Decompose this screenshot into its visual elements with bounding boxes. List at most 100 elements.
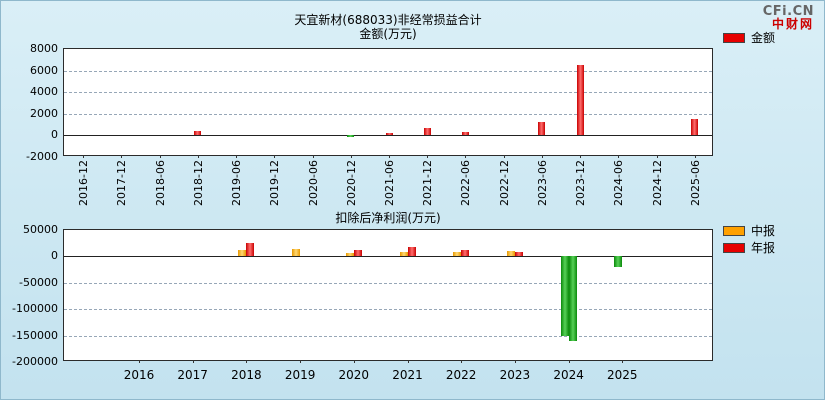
annual-legend-swatch bbox=[723, 242, 745, 253]
x-tick-mark bbox=[514, 360, 516, 363]
x-tick-label: 2022-12 bbox=[497, 160, 511, 206]
gridline bbox=[64, 282, 712, 284]
x-tick-label: 2024-12 bbox=[650, 160, 664, 206]
x-tick-mark bbox=[389, 155, 390, 158]
y-tick-label: 4000 bbox=[30, 85, 58, 99]
x-tick-mark bbox=[461, 360, 463, 363]
cfi-logo: CFi.CN 中财网 bbox=[763, 5, 814, 31]
x-tick-label: 2021-12 bbox=[421, 160, 435, 206]
gridline bbox=[64, 113, 712, 115]
bottom-chart-title: 扣除后净利润(万元) bbox=[335, 211, 441, 225]
bar-年报-2024 bbox=[568, 256, 577, 341]
bar-年报-2018 bbox=[246, 243, 255, 257]
top-chart-legend: 金额 bbox=[723, 29, 775, 46]
x-tick-label: 2025-06 bbox=[688, 160, 702, 206]
x-tick-label: 2021 bbox=[392, 368, 423, 382]
nonrecurring-gains-plot-area: -2000 0 2000 4000 6000 8000 2016-12 2017-12 2018… bbox=[26, 42, 713, 206]
legend-item-interim: 中报 bbox=[723, 222, 775, 239]
annual-legend-label: 年报 bbox=[751, 241, 776, 255]
x-tick-label: 2020-06 bbox=[306, 160, 320, 206]
amount-legend-label: 金额 bbox=[751, 31, 776, 45]
bar-金额-2023-06 bbox=[538, 122, 546, 136]
bar-中报-2023 bbox=[506, 251, 515, 257]
x-tick-label: 2024 bbox=[553, 368, 584, 382]
bar-中报-2019 bbox=[292, 248, 301, 257]
x-tick-mark bbox=[407, 360, 409, 363]
y-tick-label: -150000 bbox=[12, 328, 58, 342]
x-tick-mark bbox=[236, 155, 238, 158]
x-tick-label: 2023 bbox=[499, 368, 531, 382]
bar-中报-2018 bbox=[238, 249, 247, 257]
x-tick-label: 2017-12 bbox=[115, 160, 129, 206]
x-tick-label: 2021-06 bbox=[383, 160, 396, 206]
x-tick-label: 2018 bbox=[231, 368, 262, 382]
bar-中报-2025 bbox=[614, 256, 623, 267]
gridline bbox=[64, 92, 712, 94]
y-tick-label: 6000 bbox=[30, 63, 58, 77]
legend-item-amount: 金额 bbox=[723, 29, 775, 46]
x-tick-mark bbox=[694, 155, 696, 158]
x-tick-mark bbox=[568, 360, 570, 363]
net-profit-plot-area: -200000 -150000 -100000 -50000 0 50000 2016 201… bbox=[12, 223, 713, 382]
cfi-logo-text: CFi.CN bbox=[762, 4, 814, 19]
y-tick-label: -50000 bbox=[19, 275, 58, 289]
top-chart-title: 天宜新材(688033)非经常损益合计 bbox=[294, 13, 482, 27]
x-tick-label: 2016 bbox=[123, 368, 155, 382]
x-tick-label: 2019-06 bbox=[230, 160, 244, 206]
x-tick-mark bbox=[246, 360, 248, 363]
x-tick-mark bbox=[83, 155, 85, 158]
bar-金额-2022-06 bbox=[462, 132, 469, 136]
y-tick-label: 0 bbox=[51, 128, 58, 142]
x-tick-mark bbox=[274, 155, 276, 158]
x-tick-mark bbox=[465, 155, 467, 158]
x-tick-label: 2019-12 bbox=[268, 160, 282, 206]
x-tick-mark bbox=[350, 155, 352, 158]
x-tick-mark bbox=[618, 155, 620, 158]
y-tick-label: -200000 bbox=[12, 355, 58, 368]
bar-金额-2025-06 bbox=[691, 119, 699, 136]
y-tick-label: 8000 bbox=[30, 42, 58, 55]
x-tick-label: 2016-12 bbox=[77, 160, 91, 206]
bar-年报-2022 bbox=[461, 249, 470, 257]
x-tick-label: 2025 bbox=[607, 368, 638, 382]
x-tick-label: 2020-12 bbox=[344, 160, 358, 206]
x-tick-label: 2018-06 bbox=[153, 160, 167, 206]
bar-年报-2021 bbox=[407, 246, 416, 257]
bar-金额-2021-12 bbox=[423, 127, 431, 136]
bar-金额-2018-12 bbox=[194, 131, 202, 136]
bar-金额-2023-12 bbox=[576, 65, 584, 136]
x-tick-label: 2024-06 bbox=[612, 160, 626, 206]
legend-item-annual: 年报 bbox=[723, 239, 775, 256]
y-tick-label: -2000 bbox=[26, 150, 58, 163]
x-tick-mark bbox=[503, 155, 505, 158]
gridline bbox=[64, 70, 712, 72]
x-tick-label: 2023-12 bbox=[574, 160, 588, 206]
x-tick-mark bbox=[541, 155, 543, 158]
zero-axis-line bbox=[64, 135, 712, 137]
x-tick-mark bbox=[580, 155, 582, 158]
bar-金额-2020-12 bbox=[347, 135, 355, 137]
bottom-chart-legend: 中报 年报 bbox=[723, 222, 775, 256]
x-tick-label: 2022-06 bbox=[459, 160, 473, 206]
x-tick-mark bbox=[353, 360, 355, 363]
zero-axis-line bbox=[64, 256, 712, 258]
x-tick-label: 2020 bbox=[338, 368, 370, 382]
interim-legend-label: 中报 bbox=[751, 224, 776, 238]
x-tick-mark bbox=[300, 360, 302, 363]
bar-金额-2021-06 bbox=[385, 132, 393, 136]
y-tick-label: 0 bbox=[51, 249, 58, 263]
y-tick-label: 50000 bbox=[23, 223, 58, 236]
x-tick-mark bbox=[622, 360, 624, 363]
x-tick-label: 2023-06 bbox=[535, 160, 549, 206]
x-tick-mark bbox=[312, 155, 314, 158]
y-tick-label: -100000 bbox=[12, 302, 58, 316]
gridline bbox=[64, 335, 712, 337]
x-tick-label: 2017 bbox=[177, 368, 208, 382]
y-tick-label: 2000 bbox=[30, 106, 58, 120]
x-tick-mark bbox=[656, 155, 658, 158]
bar-中报-2021 bbox=[399, 252, 408, 257]
bar-中报-2020 bbox=[345, 253, 354, 257]
x-tick-mark bbox=[139, 360, 140, 363]
bar-年报-2023 bbox=[514, 252, 523, 257]
x-tick-mark bbox=[159, 155, 161, 158]
